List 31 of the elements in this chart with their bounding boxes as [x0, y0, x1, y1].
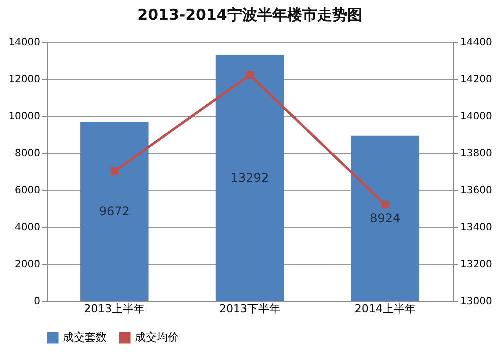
- x-tick-label: 2013下半年: [220, 302, 280, 316]
- y-tick-label: 10000: [8, 112, 40, 122]
- y2-tick-label: 13200: [460, 260, 492, 270]
- y-tick-label: 12000: [8, 74, 40, 86]
- bar: [351, 136, 420, 301]
- y2-tick-label: 13800: [460, 148, 492, 160]
- y-tick-label: 6000: [15, 186, 40, 196]
- y-tick-label: 8000: [15, 148, 40, 160]
- y-tick-label: 4000: [15, 222, 40, 234]
- y2-tick-label: 13600: [460, 186, 492, 196]
- y2-tick-label: 14000: [460, 112, 492, 122]
- y2-tick-label: 14200: [460, 74, 492, 86]
- y2-tick-label: 13400: [460, 222, 492, 234]
- x-tick-label: 2014上半年: [354, 302, 416, 316]
- y2-tick-label: 13000: [460, 296, 492, 308]
- legend-label: 成交均价: [135, 331, 179, 344]
- data-label: 13292: [230, 171, 270, 186]
- x-tick-label: 2013上半年: [84, 302, 146, 316]
- bar: [216, 55, 284, 301]
- data-label: 8924: [370, 211, 401, 226]
- chart-title: 2013-2014宁波半年楼市走势图: [138, 6, 362, 24]
- y2-tick-label: 14400: [460, 38, 492, 48]
- y-tick-label: 2000: [15, 260, 40, 270]
- data-label: 9672: [99, 204, 130, 219]
- legend-label: 成交套数: [63, 331, 107, 344]
- bar: [80, 122, 149, 301]
- y-tick-label: 14000: [8, 38, 40, 48]
- y-tick-label: 0: [34, 296, 40, 308]
- point: [381, 200, 390, 209]
- point: [110, 168, 119, 176]
- point: [246, 71, 254, 80]
